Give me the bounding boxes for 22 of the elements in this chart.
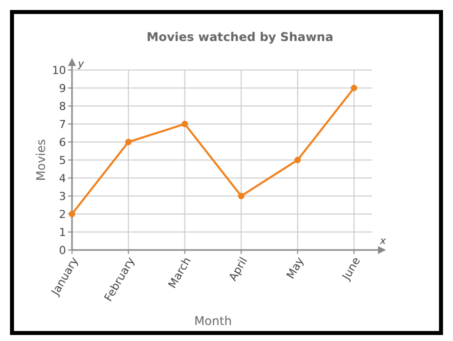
text: x — [379, 236, 386, 247]
y-tick-label: 2 — [59, 208, 66, 221]
y-tick-label: 1 — [59, 226, 66, 239]
point — [68, 210, 76, 218]
y-tick-label: 8 — [59, 100, 66, 113]
y-axis-title: Movies — [34, 139, 48, 181]
y-tick-label: 4 — [59, 172, 66, 185]
y-tick-label: 5 — [59, 154, 66, 167]
point — [350, 84, 358, 92]
x-axis-title: Month — [194, 314, 232, 328]
y-tick-label: 7 — [59, 118, 66, 131]
y-tick-label: 3 — [59, 190, 66, 203]
point — [294, 156, 301, 164]
point — [125, 138, 132, 146]
point — [238, 192, 244, 200]
y-tick-label: 6 — [59, 136, 66, 149]
point — [182, 120, 188, 128]
y-tick-label: 0 — [59, 244, 66, 257]
y-tick-label: 10 — [52, 64, 66, 77]
chart-title: Movies watched by Shawna — [146, 30, 334, 44]
y-tick-label: 9 — [59, 82, 66, 95]
annotation: y — [77, 59, 85, 70]
